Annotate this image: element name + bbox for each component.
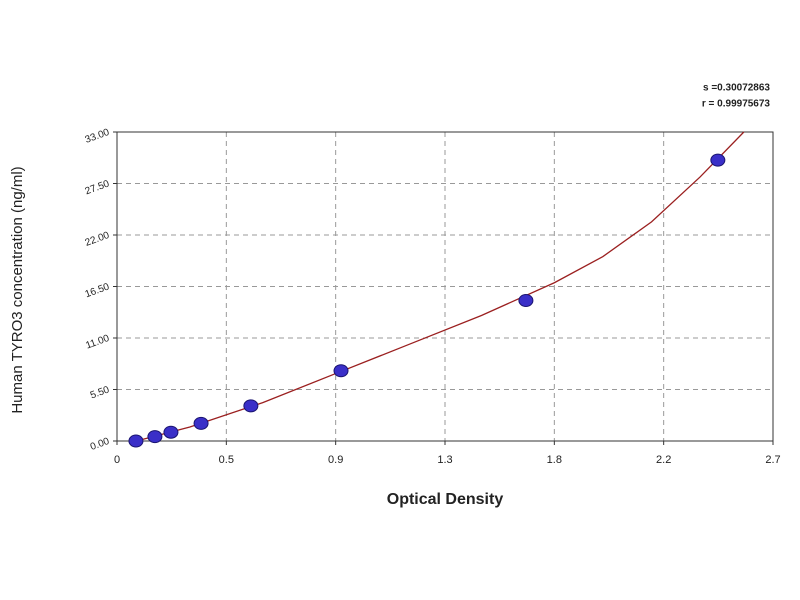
annotation: r = 0.99975673 [702,99,771,110]
x-tick-label: 2.2 [656,454,671,466]
x-axis-label: Optical Density [387,491,504,508]
data-point [333,364,349,378]
data-point [710,153,726,167]
plot-frame [116,131,774,442]
x-tick-label: 1.3 [437,454,452,466]
data-point [243,399,259,413]
annotation: s =0.30072863 [703,83,770,94]
data-point [518,294,534,308]
data-point [193,416,209,430]
data-point [147,430,163,444]
x-tick-label: 1.8 [547,454,562,466]
x-tick-label: 0 [114,454,120,466]
y-axis-label: Human TYRO3 concentration (ng/ml) [9,166,26,413]
x-tick-label: 0.9 [328,454,343,466]
data-point [163,425,179,439]
x-tick-label: 2.7 [765,454,780,466]
x-tick-label: 0.5 [219,454,234,466]
fit-curve [136,131,745,442]
data-point [128,434,144,448]
